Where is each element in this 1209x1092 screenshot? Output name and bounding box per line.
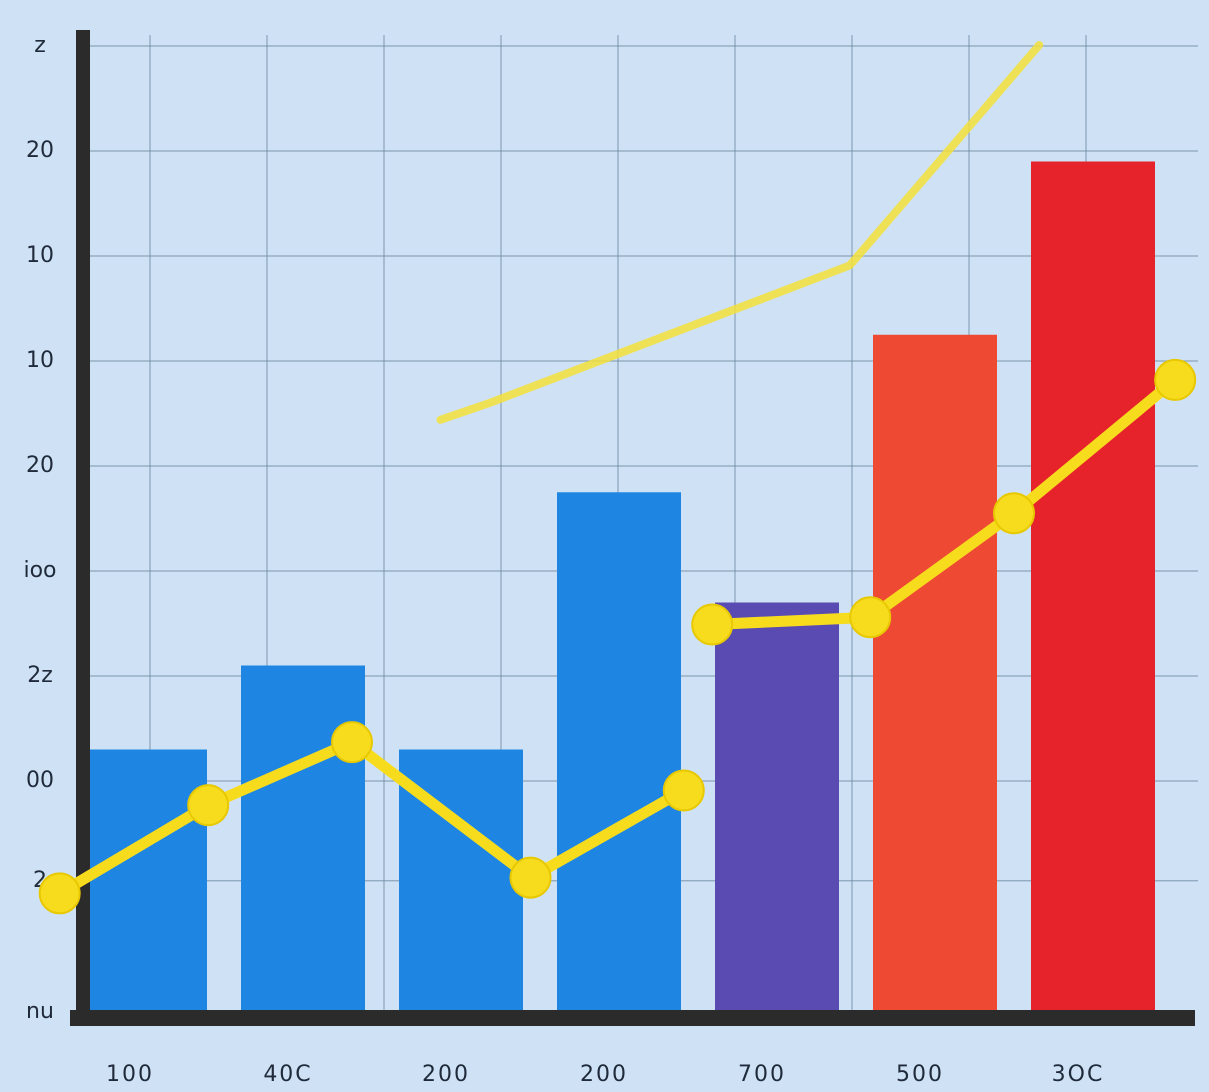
bar [557, 492, 681, 1012]
y-tick-label: 20 [26, 453, 54, 478]
x-axis [70, 1010, 1195, 1026]
y-tick-label: z [34, 33, 46, 58]
bar [241, 665, 365, 1012]
bar [715, 602, 839, 1012]
x-tick-label: 40C [263, 1062, 312, 1087]
x-tick-label: 200 [580, 1062, 628, 1087]
line-marker [691, 603, 734, 646]
x-tick-label: 500 [896, 1062, 944, 1087]
bar [83, 749, 207, 1012]
x-tick-label: 100 [106, 1062, 154, 1087]
y-axis [76, 30, 90, 1026]
line-marker [187, 784, 230, 827]
y-tick-label: nu [26, 999, 54, 1024]
bar [873, 334, 997, 1012]
y-tick-label: ioo [23, 558, 56, 583]
y-tick-label: 2z [27, 663, 53, 688]
x-tick-label: 700 [738, 1062, 786, 1087]
line-marker [330, 721, 373, 764]
y-tick-label: 10 [26, 348, 54, 373]
line-marker [509, 856, 552, 899]
x-tick-label: 200 [422, 1062, 470, 1087]
line [436, 40, 1044, 424]
line-marker [993, 492, 1035, 535]
line-marker [662, 769, 705, 812]
x-tick-label: 3OC [1052, 1062, 1105, 1087]
bar [1031, 161, 1155, 1012]
y-tick-label: 00 [26, 768, 54, 793]
line-marker [849, 596, 892, 639]
line [706, 374, 1181, 631]
line-marker [1154, 358, 1197, 401]
line-marker [38, 872, 81, 915]
y-tick-label: 10 [26, 243, 54, 268]
y-tick-label: 20 [26, 138, 54, 163]
